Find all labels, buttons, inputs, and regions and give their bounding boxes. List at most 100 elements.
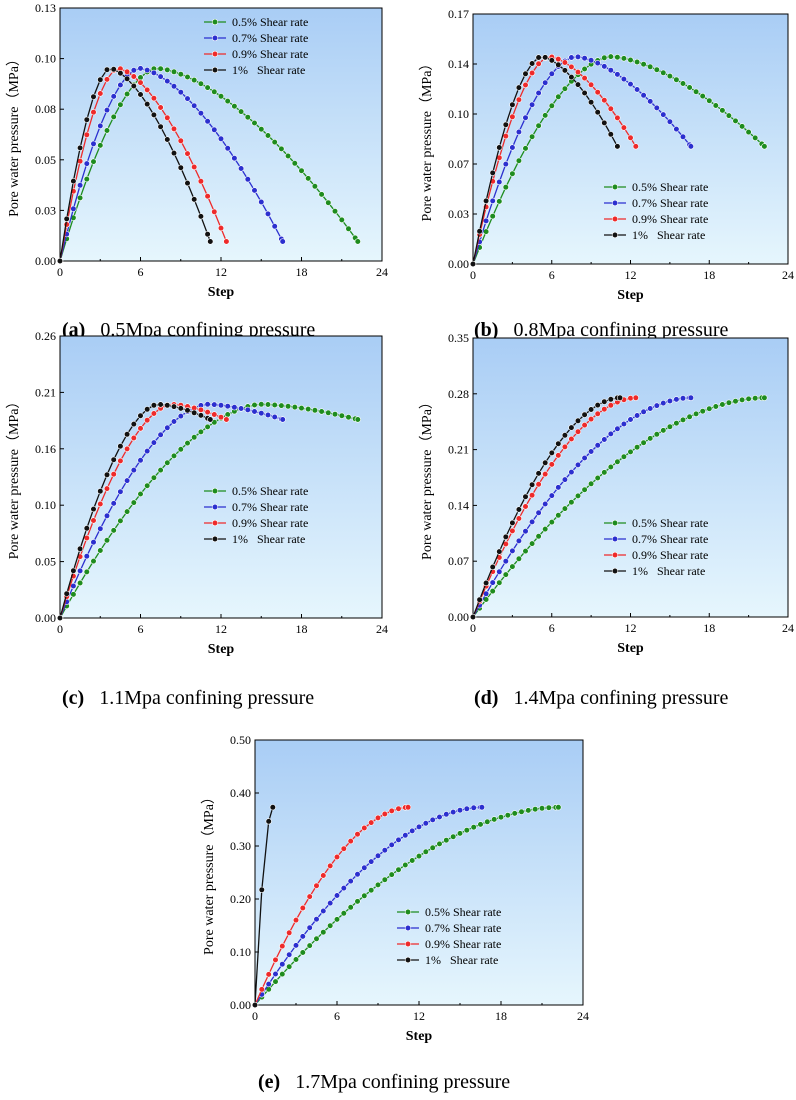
data-point <box>692 410 700 418</box>
data-point <box>476 228 483 235</box>
data-point <box>601 63 608 70</box>
data-point <box>374 852 382 859</box>
data-point <box>279 942 286 950</box>
data-point <box>522 70 529 77</box>
data-point <box>522 81 529 89</box>
data-point <box>640 61 647 68</box>
legend-swatch-marker <box>211 503 219 511</box>
data-point <box>699 92 706 100</box>
data-point <box>581 65 588 73</box>
data-point <box>581 486 588 493</box>
data-point <box>103 485 111 492</box>
data-point <box>251 1001 259 1009</box>
data-point <box>217 93 225 100</box>
data-point <box>217 414 225 421</box>
y-tick-label: 0.17 <box>448 7 469 21</box>
data-point <box>354 831 361 838</box>
data-point <box>90 557 97 565</box>
y-tick-label: 0.20 <box>230 892 251 906</box>
data-point <box>395 805 402 812</box>
data-point <box>653 104 660 111</box>
data-point <box>496 198 503 205</box>
data-point <box>405 804 412 811</box>
data-point <box>305 406 312 413</box>
x-tick-label: 6 <box>334 1009 340 1023</box>
data-point <box>251 408 258 415</box>
data-point <box>97 142 104 149</box>
legend-item: 0.9% Shear rate <box>397 937 501 951</box>
data-point <box>110 471 117 478</box>
y-tick-label: 0.00 <box>448 257 469 271</box>
axes: 0 6 12 18 24 0.00 0.03 0.05 0.08 0.10 0.13 <box>35 1 388 279</box>
y-axis-label: Pore water pressure（MPa） <box>419 395 435 560</box>
data-point <box>265 980 272 988</box>
data-point <box>361 892 368 899</box>
data-point <box>313 882 320 889</box>
data-point <box>217 135 225 142</box>
data-point <box>666 423 674 430</box>
series-2 <box>469 394 695 621</box>
data-point <box>601 398 608 405</box>
data-point <box>327 899 334 907</box>
data-point <box>568 73 575 81</box>
y-tick-label: 0.07 <box>448 157 469 171</box>
data-point <box>528 133 536 140</box>
data-point <box>528 481 536 488</box>
series-layer <box>469 394 768 621</box>
legend-item: 0.5% Shear rate <box>204 484 308 498</box>
data-point <box>103 76 111 83</box>
data-point <box>409 857 416 864</box>
legend-label: 0.7% Shear rate <box>632 196 708 210</box>
data-point <box>354 898 361 905</box>
data-point <box>489 197 496 204</box>
data-point <box>90 140 97 147</box>
data-point <box>542 471 549 478</box>
data-point <box>320 929 327 936</box>
panel-title: 1.7Mpa confining pressure <box>295 1071 510 1093</box>
data-point <box>502 558 509 565</box>
legend-swatch-marker <box>404 940 412 948</box>
data-point <box>415 823 423 831</box>
data-point <box>197 406 204 414</box>
data-point <box>170 150 178 157</box>
plot-area <box>59 7 383 262</box>
legend-swatch-marker <box>211 50 219 58</box>
y-tick-label: 0.14 <box>448 57 469 71</box>
data-point <box>97 76 104 83</box>
data-point <box>483 579 490 587</box>
data-point <box>483 228 490 235</box>
data-point <box>238 405 245 412</box>
x-tick-label: 0 <box>252 1009 258 1023</box>
data-point <box>545 804 552 811</box>
data-point <box>745 395 752 403</box>
data-point <box>177 413 184 420</box>
data-point <box>97 122 104 129</box>
data-point <box>130 73 137 80</box>
data-point <box>204 423 211 431</box>
data-point <box>184 150 191 157</box>
y-tick-label: 0.00 <box>35 254 56 268</box>
data-point <box>130 434 137 442</box>
data-point <box>70 178 77 185</box>
data-point <box>311 183 319 190</box>
data-point <box>469 260 477 268</box>
data-point <box>509 519 516 527</box>
legend-swatch-marker <box>611 183 619 191</box>
legend-label: 1% Shear rate <box>232 63 305 77</box>
data-point <box>436 840 443 848</box>
legend-label: 0.5% Shear rate <box>632 180 708 194</box>
x-tick-label: 0 <box>470 621 476 635</box>
data-point <box>483 217 490 224</box>
data-point <box>184 95 191 102</box>
data-point <box>157 401 164 408</box>
x-tick-label: 6 <box>138 622 144 636</box>
x-tick-label: 6 <box>549 621 555 635</box>
data-point <box>170 125 178 132</box>
data-point <box>231 404 238 411</box>
data-point <box>535 60 542 67</box>
data-point <box>272 970 279 978</box>
data-point <box>97 90 104 97</box>
data-point <box>594 474 601 482</box>
legend-item: 0.9% Shear rate <box>204 47 308 61</box>
series-2 <box>469 53 695 268</box>
